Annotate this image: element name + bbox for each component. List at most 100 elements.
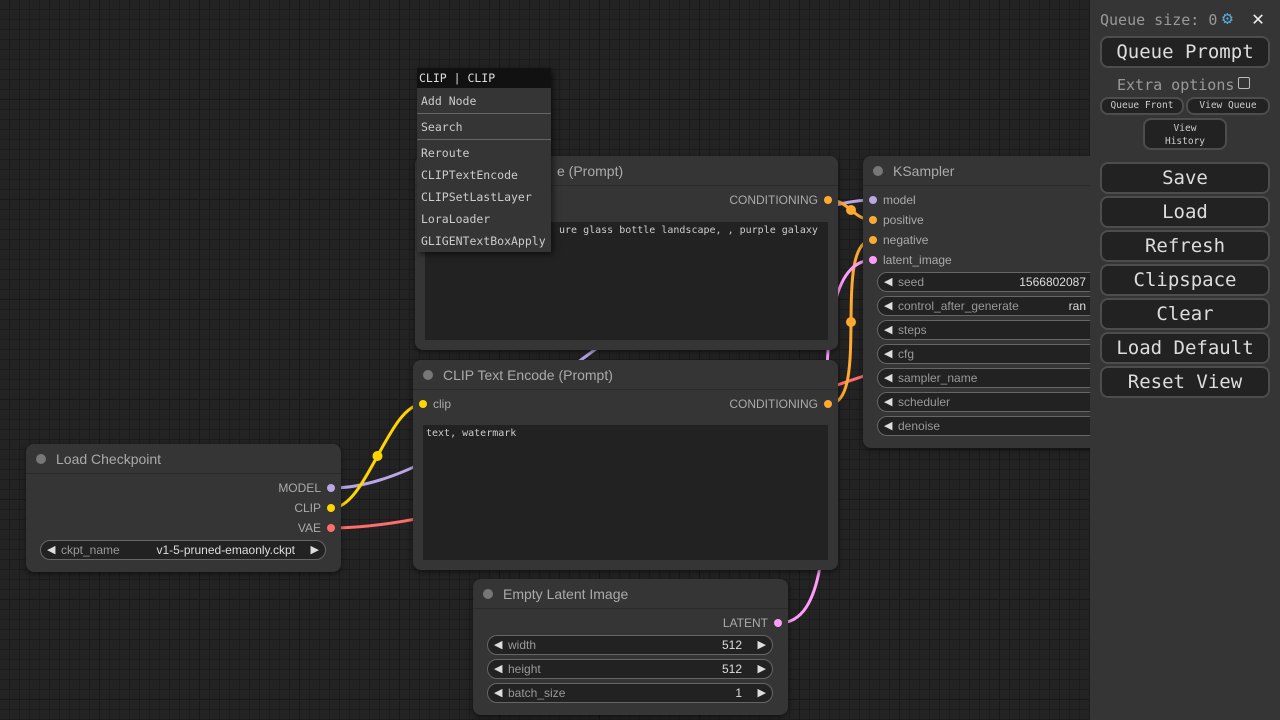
clipspace-button[interactable]: Clipspace <box>1100 264 1270 296</box>
widget-label: width <box>508 638 537 652</box>
output-model[interactable]: MODEL <box>278 478 335 498</box>
reset-view-button[interactable]: Reset View <box>1100 366 1270 398</box>
widget-batch-size[interactable]: ◀ batch_size 1 ▶ <box>487 683 773 703</box>
output-dot[interactable] <box>327 504 335 512</box>
widget-scheduler[interactable]: ◀scheduler▶ <box>877 392 1117 412</box>
wire-conditioning-positive-midpoint[interactable] <box>846 205 856 215</box>
output-conditioning[interactable]: CONDITIONING <box>729 190 832 210</box>
wire-clip-midpoint[interactable] <box>372 451 383 461</box>
widget-label: control_after_generate <box>898 299 1019 313</box>
arrow-right-icon[interactable]: ▶ <box>310 544 319 556</box>
arrow-right-icon[interactable]: ▶ <box>757 687 766 699</box>
output-conditioning[interactable]: CONDITIONING <box>729 394 832 414</box>
prompt-textarea[interactable]: text, watermark <box>423 425 828 560</box>
input-model[interactable]: model <box>869 190 916 210</box>
arrow-left-icon[interactable]: ◀ <box>884 396 893 408</box>
slot-label: positive <box>883 213 924 227</box>
menu-item-clipsetlastlayer[interactable]: CLIPSetLastLayer <box>421 190 532 204</box>
arrow-left-icon[interactable]: ◀ <box>884 420 893 432</box>
widget-denoise[interactable]: ◀denoise▶ <box>877 416 1117 436</box>
widget-label: steps <box>898 323 927 337</box>
wire-conditioning-negative-midpoint[interactable] <box>846 317 856 327</box>
arrow-left-icon[interactable]: ◀ <box>494 687 503 699</box>
arrow-left-icon[interactable]: ◀ <box>494 663 503 675</box>
clear-button[interactable]: Clear <box>1100 298 1270 330</box>
output-latent[interactable]: LATENT <box>723 613 782 633</box>
output-vae[interactable]: VAE <box>298 518 335 538</box>
output-dot[interactable] <box>824 196 832 204</box>
menu-item-reroute[interactable]: Reroute <box>421 146 470 160</box>
node-title: Empty Latent Image <box>473 579 788 609</box>
node-title: CLIP Text Encode (Prompt) <box>413 360 838 390</box>
output-dot[interactable] <box>327 524 335 532</box>
refresh-button[interactable]: Refresh <box>1100 230 1270 262</box>
input-clip[interactable]: clip <box>419 394 452 414</box>
slot-label: MODEL <box>278 481 321 495</box>
empty-latent-image-node[interactable]: Empty Latent Image LATENT ◀ width 512 ▶ ◀ hei… <box>473 579 788 715</box>
arrow-left-icon[interactable]: ◀ <box>884 300 893 312</box>
prompt-text: ure glass bottle landscape, , purple gal… <box>559 225 818 236</box>
arrow-left-icon[interactable]: ◀ <box>47 544 56 556</box>
output-dot[interactable] <box>824 400 832 408</box>
menu-item-add-node[interactable]: Add Node <box>417 88 551 114</box>
close-icon[interactable]: ✕ <box>1252 6 1265 30</box>
menu-header: CLIP | CLIP <box>417 68 551 88</box>
load-default-button[interactable]: Load Default <box>1100 332 1270 364</box>
load-button[interactable]: Load <box>1100 196 1270 228</box>
menu-item-search[interactable]: Search <box>417 114 551 140</box>
arrow-left-icon[interactable]: ◀ <box>884 324 893 336</box>
menu-item-loraloader[interactable]: LoraLoader <box>421 212 491 226</box>
widget-label: height <box>508 662 541 676</box>
widget-sampler-name[interactable]: ◀sampler_name▶ <box>877 368 1117 388</box>
widget-value: v1-5-pruned-emaonly.ckpt <box>156 543 295 557</box>
arrow-right-icon[interactable]: ▶ <box>757 639 766 651</box>
arrow-left-icon[interactable]: ◀ <box>884 276 893 288</box>
input-dot[interactable] <box>869 256 877 264</box>
menu-item-cliptextencode[interactable]: CLIPTextEncode <box>421 168 518 182</box>
queue-prompt-button[interactable]: Queue Prompt <box>1100 36 1270 68</box>
output-dot[interactable] <box>327 484 335 492</box>
node-title: Load Checkpoint <box>26 444 341 474</box>
slot-label: negative <box>883 233 929 247</box>
load-checkpoint-node[interactable]: Load Checkpoint MODEL CLIP VAE ◀ ckpt_nam… <box>26 444 341 572</box>
save-button[interactable]: Save <box>1100 162 1270 194</box>
input-dot[interactable] <box>869 196 877 204</box>
arrow-left-icon[interactable]: ◀ <box>884 348 893 360</box>
view-history-button[interactable]: View History <box>1143 118 1227 150</box>
widget-label: batch_size <box>508 686 566 700</box>
slot-label: clip <box>433 397 452 411</box>
input-latent-image[interactable]: latent_image <box>869 250 952 270</box>
slot-label: CONDITIONING <box>729 193 818 207</box>
widget-label: cfg <box>898 347 915 361</box>
ckpt-name-combo[interactable]: ◀ ckpt_name v1-5-pruned-emaonly.ckpt ▶ <box>40 540 326 560</box>
widget-steps[interactable]: ◀steps▶ <box>877 320 1117 340</box>
output-clip[interactable]: CLIP <box>294 498 335 518</box>
queue-front-button[interactable]: Queue Front <box>1100 97 1184 115</box>
widget-value: 512 <box>721 638 742 652</box>
widget-cfg[interactable]: ◀cfg▶ <box>877 344 1117 364</box>
extra-options-checkbox[interactable] <box>1238 77 1250 89</box>
output-dot[interactable] <box>774 619 782 627</box>
input-dot[interactable] <box>419 400 427 408</box>
context-menu: CLIP | CLIP Add Node Search Reroute CLIP… <box>417 68 551 252</box>
widget-label: denoise <box>898 419 941 433</box>
arrow-left-icon[interactable]: ◀ <box>494 639 503 651</box>
input-positive[interactable]: positive <box>869 210 924 230</box>
widget-height[interactable]: ◀ height 512 ▶ <box>487 659 773 679</box>
arrow-right-icon[interactable]: ▶ <box>757 663 766 675</box>
input-dot[interactable] <box>869 236 877 244</box>
arrow-left-icon[interactable]: ◀ <box>884 372 893 384</box>
widget-value: ran <box>1068 299 1086 313</box>
ksampler-node[interactable]: KSampler model positive negative latent_ima… <box>863 156 1123 448</box>
clip-text-encode-negative-node[interactable]: CLIP Text Encode (Prompt) clip CONDITION… <box>413 360 838 570</box>
input-dot[interactable] <box>869 216 877 224</box>
view-queue-button[interactable]: View Queue <box>1186 97 1270 115</box>
menu-item-gligentextboxapply[interactable]: GLIGENTextBoxApply <box>421 234 546 248</box>
widget-width[interactable]: ◀ width 512 ▶ <box>487 635 773 655</box>
widget-value: 512 <box>721 662 742 676</box>
input-negative[interactable]: negative <box>869 230 929 250</box>
settings-gear-icon[interactable]: ⚙ <box>1222 8 1233 29</box>
slot-label: model <box>883 193 916 207</box>
